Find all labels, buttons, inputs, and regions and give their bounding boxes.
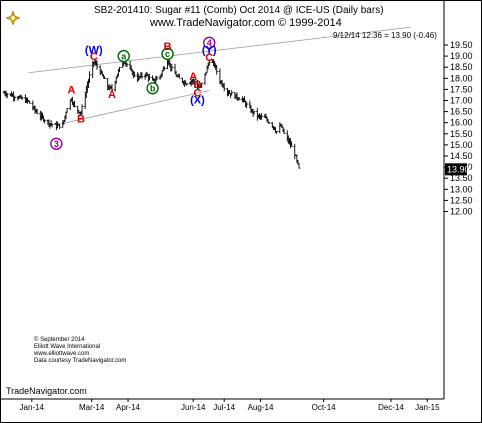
y-tick-label: 15.00 (450, 140, 473, 150)
channel-line-lower (56, 90, 210, 126)
last-price-readout: 9/12/14 12:36 = 13.90 (-0.46) (333, 31, 437, 40)
y-tick-label: 16.00 (450, 118, 473, 128)
chart-title: SB2-201410: Sugar #11 (Comb) Oct 2014 @ … (94, 5, 384, 16)
credit-line: www.elliottwave.com (34, 351, 90, 357)
wave-label-circle (146, 82, 159, 95)
credit-line: © September 2014 (34, 337, 85, 343)
source-url: www.TradeNavigator.com © 1999-2014 (150, 17, 342, 29)
wave-label: (W) (85, 44, 103, 56)
wave-label: A (108, 89, 116, 101)
x-tick-label: Jul-14 (213, 403, 235, 412)
y-tick-label: 14.50 (450, 151, 473, 161)
y-tick-label: 12.50 (450, 195, 473, 205)
credits-block: © September 2014 Elliott Wave Internatio… (34, 337, 126, 365)
wave-label: (Y) (202, 44, 217, 56)
wave-label: A (189, 71, 197, 83)
x-tick-label: Oct-14 (312, 403, 337, 412)
wave-label-circle (117, 49, 130, 63)
x-tick-label: Jan-15 (415, 403, 440, 412)
y-tick-label: 17.50 (450, 84, 473, 94)
x-tick-label: Mar-14 (79, 403, 105, 412)
y-tick-label: 18.50 (450, 62, 473, 72)
x-tick-label: Dec-14 (378, 403, 404, 412)
wave-label-circle (203, 36, 216, 49)
wave-label: C (90, 51, 98, 63)
wave-label-circle (161, 47, 174, 61)
last-price-label: 13.90 (447, 164, 470, 174)
y-tick-label: 17.00 (450, 96, 473, 106)
y-tick-label: 19.50 (450, 40, 473, 50)
wave-label: B (77, 113, 85, 125)
y-tick-label: 19.00 (450, 51, 473, 61)
wave-label: (X) (190, 94, 205, 106)
credit-line: Data courtesy TradeNavigator.com (34, 358, 127, 364)
wave-label-circle (50, 137, 63, 150)
y-tick-label: 12.00 (450, 207, 473, 217)
wave-label: 4 (207, 38, 212, 48)
wave-label: B (194, 79, 202, 91)
y-tick-label: 15.50 (450, 129, 473, 139)
last-price-box (445, 163, 467, 176)
wave-label: C (205, 52, 213, 64)
x-tick-label: Apr-14 (116, 403, 141, 412)
x-tick-label: Aug-14 (248, 403, 274, 412)
footer-brand: TradeNavigator.com (6, 386, 87, 396)
channel-line-upper (28, 26, 411, 74)
credit-line: Elliott Wave International (34, 344, 101, 350)
wave-label: C (194, 88, 202, 100)
wave-label: b (150, 83, 156, 93)
tradenavigator-gold-compass-icon (5, 10, 21, 26)
wave-label: A (67, 84, 75, 96)
x-tick-label: Jun-14 (181, 403, 206, 412)
y-tick-label: 13.50 (450, 173, 473, 183)
x-tick-label: Jan-14 (20, 403, 45, 412)
y-tick-label: 13.00 (450, 184, 473, 194)
wave-label: a (121, 51, 127, 61)
wave-label: c (165, 49, 170, 59)
y-tick-label: 16.50 (450, 107, 473, 117)
wave-label: B (164, 41, 172, 53)
wave-label: 3 (54, 139, 59, 149)
y-tick-label: 18.00 (450, 73, 473, 83)
